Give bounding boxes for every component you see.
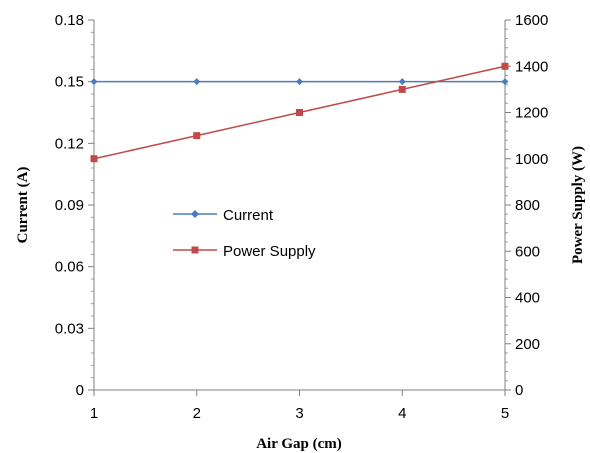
right-tick-label: 600: [515, 243, 540, 260]
current-data-point: [296, 78, 303, 86]
current-data-point: [501, 78, 509, 86]
power-supply-data-point: [501, 62, 509, 70]
left-tick-label: 0.09: [55, 197, 84, 214]
left-tick-label: 0.12: [55, 135, 84, 152]
right-tick-label: 1400: [515, 58, 548, 75]
x-axis-ticks: 1 2 3 4 5: [90, 390, 509, 422]
legend-current-marker-icon: [191, 210, 199, 218]
left-tick-label: 0.03: [55, 320, 84, 337]
power-supply-data-point: [90, 155, 98, 163]
x-tick-label: 1: [90, 405, 98, 422]
legend-item-current: Current: [173, 207, 274, 224]
x-tick-label: 4: [398, 405, 406, 422]
legend-item-power-supply: Power Supply: [173, 243, 316, 260]
right-tick-label: 1000: [515, 151, 548, 168]
legend-power-supply-label: Power Supply: [223, 243, 316, 260]
left-axis-ticks: 0 0.03 0.06 0.09 0.12 0.15 0.18: [55, 12, 94, 399]
left-tick-label: 0: [76, 382, 84, 399]
left-tick-label: 0.15: [55, 74, 84, 91]
x-tick-label: 3: [295, 405, 303, 422]
right-tick-label: 400: [515, 290, 540, 307]
current-data-point: [193, 78, 201, 86]
right-axis-title: Power Supply (W): [570, 146, 586, 264]
current-data-point: [90, 78, 98, 86]
x-axis-title: Air Gap (cm): [256, 436, 342, 452]
left-tick-label: 0.18: [55, 12, 84, 29]
legend: Current Power Supply: [173, 207, 316, 260]
current-data-point: [398, 78, 406, 86]
legend-power-supply-marker-icon: [191, 246, 199, 254]
right-axis-ticks: 0 200 400 600 800 1000 1200 1400 1600: [505, 12, 548, 399]
power-supply-data-point: [193, 132, 201, 140]
left-axis-title: Current (A): [15, 167, 31, 244]
right-tick-label: 1200: [515, 105, 548, 122]
right-tick-label: 1600: [515, 12, 548, 29]
x-tick-label: 2: [193, 405, 201, 422]
power-supply-data-point: [398, 85, 406, 93]
right-tick-label: 200: [515, 336, 540, 353]
legend-current-label: Current: [223, 207, 274, 224]
series-layer: [90, 62, 509, 163]
right-tick-label: 800: [515, 197, 540, 214]
x-tick-label: 5: [501, 405, 509, 422]
power-supply-data-point: [296, 109, 303, 116]
left-tick-label: 0.06: [55, 259, 84, 276]
right-tick-label: 0: [515, 382, 523, 399]
